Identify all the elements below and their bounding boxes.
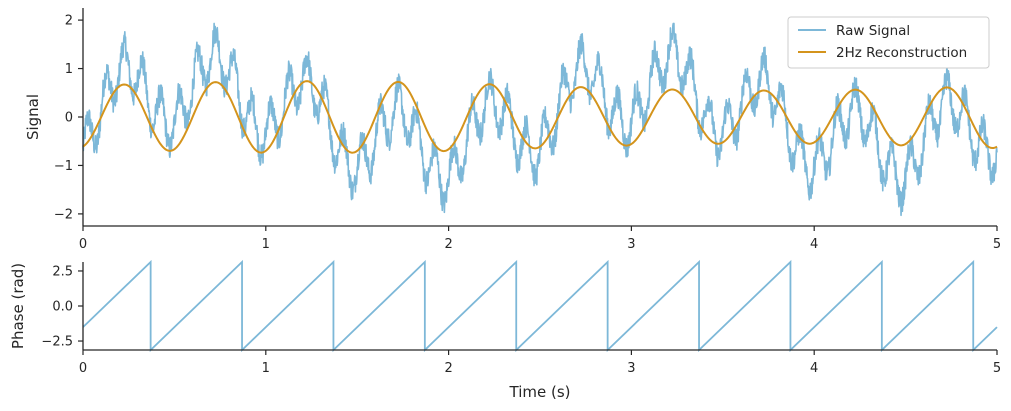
- x-tick-label: 0: [79, 361, 87, 376]
- signal-y-label: Signal: [24, 94, 42, 140]
- y-tick-label: −1: [54, 159, 73, 174]
- phase-y-ticks: −2.5 0.0 2.5: [41, 264, 83, 350]
- x-tick-label: 5: [993, 237, 1001, 252]
- x-tick-label: 5: [993, 361, 1001, 376]
- x-tick-label: 2: [444, 237, 452, 252]
- x-tick-label: 3: [627, 237, 635, 252]
- x-tick-label: 0: [79, 237, 87, 252]
- legend: Raw Signal 2Hz Reconstruction: [787, 16, 990, 69]
- x-tick-label: 4: [810, 237, 818, 252]
- y-tick-label: −2: [54, 207, 73, 222]
- x-tick-label: 2: [444, 361, 452, 376]
- series-line-phase: [82, 259, 998, 353]
- x-tick-label: 3: [627, 361, 635, 376]
- legend-label-2hz-reconstruction: 2Hz Reconstruction: [836, 45, 967, 61]
- phase-lines: [82, 259, 998, 353]
- y-tick-label: −2.5: [41, 335, 73, 350]
- signal-x-ticks: 0 1 2 3 4 5: [79, 226, 1001, 252]
- signal-lines: [82, 22, 998, 217]
- x-tick-label: 1: [262, 361, 270, 376]
- y-tick-label: 0: [65, 111, 73, 126]
- y-tick-label: 1: [65, 62, 73, 77]
- x-tick-label: 1: [262, 237, 270, 252]
- signal-plot: 0 1 2 3 4 5 −2 −1 0 1 2 Signal Raw Signal 2Hz Rec…: [24, 8, 1001, 252]
- legend-label-raw-signal: Raw Signal: [836, 23, 910, 39]
- series-line-2hz-reconstruction: [82, 80, 998, 154]
- phase-y-label: Phase (rad): [9, 263, 27, 349]
- legend-box: [787, 16, 990, 69]
- phase-plot: 0 1 2 3 4 5 −2.5 0.0 2.5 Phase (rad) Time (s): [9, 259, 1001, 401]
- x-tick-label: 4: [810, 361, 818, 376]
- series-line-raw-signal: [82, 22, 998, 217]
- y-tick-label: 2: [65, 14, 73, 29]
- phase-x-ticks: 0 1 2 3 4 5: [79, 350, 1001, 376]
- phase-x-label: Time (s): [509, 383, 571, 401]
- y-tick-label: 0.0: [52, 300, 73, 315]
- signal-y-ticks: −2 −1 0 1 2: [54, 14, 83, 222]
- y-tick-label: 2.5: [52, 264, 73, 279]
